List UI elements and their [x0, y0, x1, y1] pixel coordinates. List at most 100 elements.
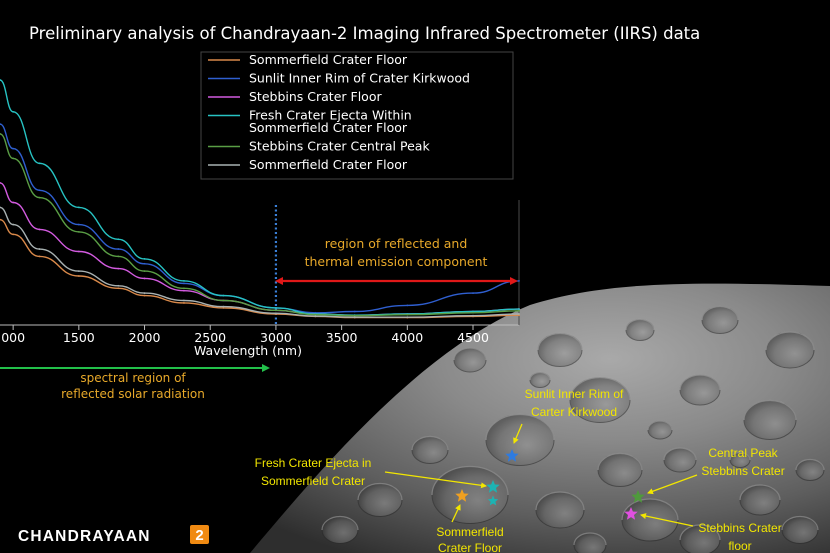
- series-point: [117, 284, 120, 287]
- x-tick-label: 2000: [129, 330, 161, 345]
- crater: [597, 453, 643, 487]
- crater: [537, 333, 583, 367]
- site-star-marker: [624, 507, 638, 520]
- series-line-1: [0, 123, 520, 314]
- figure-title: Preliminary analysis of Chandrayaan-2 Im…: [29, 24, 700, 43]
- series-point: [406, 316, 409, 319]
- chandrayaan-logo-badge: [190, 525, 209, 544]
- series-point: [143, 294, 146, 297]
- label-central-peak-pointer: [647, 474, 698, 495]
- series-point: [77, 223, 80, 226]
- series-point: [143, 270, 146, 272]
- series-point: [518, 308, 520, 310]
- crater-rim: [729, 451, 751, 461]
- series-point: [38, 196, 41, 199]
- x-tick-label: 3500: [326, 330, 358, 345]
- series-point: [0, 218, 1, 221]
- moon-surface: [250, 283, 830, 553]
- label-central-peak: Central Peak Stebbins Crater: [647, 446, 785, 495]
- label-kirkwood: Sunlit Inner Rim of Carter Kirkwood: [513, 387, 624, 444]
- series-point: [143, 262, 146, 265]
- crater: [485, 414, 555, 466]
- series-point: [183, 282, 185, 285]
- site-star-marker: [487, 495, 499, 506]
- series-point: [38, 255, 41, 258]
- crater: [411, 436, 449, 464]
- legend-label: Stebbins Crater Floor: [249, 89, 382, 104]
- legend-label-cont: Sommerfield Crater Floor: [249, 120, 408, 135]
- spectra-series: [0, 79, 520, 319]
- label-central-peak-line1: Central Peak: [708, 446, 778, 460]
- crater-rim: [453, 347, 487, 361]
- label-kirkwood-line2: Carter Kirkwood: [531, 405, 617, 419]
- crater: [535, 491, 585, 529]
- series-point: [0, 206, 1, 209]
- crater-rim: [431, 465, 509, 496]
- crater: [321, 516, 359, 544]
- series-line-4: [0, 133, 520, 317]
- series-point: [353, 316, 356, 319]
- series-point: [0, 182, 1, 184]
- series-point: [0, 123, 1, 125]
- series-point: [472, 292, 474, 295]
- series-point: [406, 313, 409, 316]
- label-sommerfield-floor-line2: Crater Floor: [438, 541, 502, 553]
- series-point: [117, 267, 120, 270]
- crater-rim: [663, 447, 697, 461]
- series-point: [183, 289, 185, 292]
- crater: [621, 498, 679, 542]
- crater-rim: [597, 452, 643, 471]
- crater-rim: [795, 458, 825, 471]
- series-point: [143, 257, 146, 260]
- x-tick-label: 2500: [194, 330, 226, 345]
- site-star-marker: [505, 449, 519, 462]
- crater: [573, 532, 607, 553]
- label-stebbins-floor-line2: floor: [728, 539, 751, 553]
- crater-rim: [321, 515, 359, 531]
- series-point: [77, 231, 80, 233]
- legend-label: Sunlit Inner Rim of Crater Kirkwood: [249, 71, 470, 86]
- series-point: [0, 79, 1, 81]
- series-point: [314, 313, 317, 316]
- crater-rim: [537, 332, 583, 351]
- site-star-marker: [455, 489, 469, 502]
- crater-rim: [529, 371, 551, 381]
- series-point: [77, 206, 80, 209]
- crater-rim: [569, 376, 631, 401]
- series-point: [77, 275, 80, 277]
- solar-annotation-line2: reflected solar radiation: [61, 387, 205, 401]
- chandrayaan-logo-text: CHANDRAYAAN: [18, 528, 151, 545]
- series-point: [353, 314, 356, 317]
- crater-rim: [765, 331, 815, 351]
- series-point: [353, 310, 356, 313]
- crater: [569, 377, 631, 423]
- label-ejecta-line1: Fresh Crater Ejecta in: [255, 456, 372, 470]
- label-kirkwood-line1: Sunlit Inner Rim of: [525, 387, 624, 401]
- series-point: [518, 309, 520, 312]
- label-ejecta-pointer: [384, 471, 487, 489]
- x-tick-label: 3000: [260, 330, 292, 345]
- series-point: [12, 233, 15, 236]
- series-point: [117, 255, 120, 258]
- series-point: [117, 238, 120, 241]
- legend-label: Sommerfield Crater Floor: [249, 157, 408, 172]
- crater-rim: [701, 305, 739, 321]
- crater: [739, 484, 781, 516]
- label-sommerfield-floor: Sommerfield Crater Floor: [436, 504, 504, 553]
- crater: [729, 452, 751, 468]
- crater: [625, 319, 655, 341]
- series-point: [77, 250, 80, 253]
- series-point: [183, 280, 185, 282]
- series-point: [183, 299, 185, 302]
- x-tick-label: 000: [1, 330, 25, 345]
- series-point: [518, 313, 520, 315]
- solar-annotation-line1: spectral region of: [80, 371, 186, 385]
- label-central-peak-line2: Stebbins Crater: [701, 464, 784, 478]
- series-point: [143, 277, 146, 280]
- series-point: [222, 299, 225, 302]
- series-point: [12, 223, 15, 226]
- moon-craters: [321, 305, 825, 553]
- x-tick-label: 1500: [63, 330, 95, 345]
